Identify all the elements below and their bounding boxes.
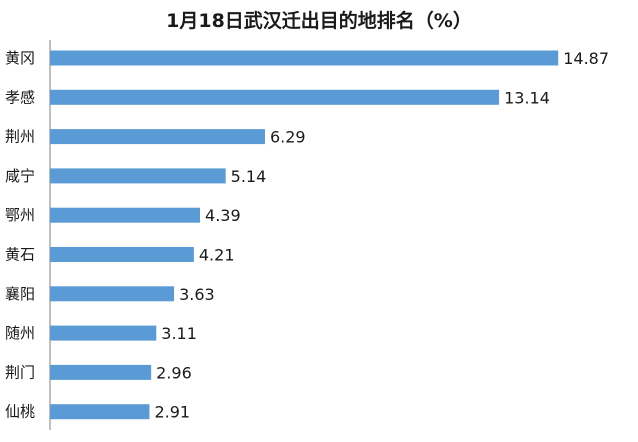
bar — [50, 207, 201, 223]
bar — [50, 325, 157, 341]
bar — [50, 364, 152, 380]
category-label: 荆州 — [5, 128, 35, 146]
value-label: 3.11 — [161, 324, 197, 343]
value-labels: 14.87 13.14 6.29 5.14 4.39 4.21 3.63 3.11 2.96 2.… — [154, 49, 609, 422]
category-label: 咸宁 — [5, 167, 35, 185]
value-label: 6.29 — [270, 128, 306, 147]
value-label: 4.39 — [205, 206, 241, 225]
bar — [50, 404, 150, 420]
category-label: 鄂州 — [5, 206, 35, 224]
bar — [50, 50, 559, 66]
value-label: 14.87 — [563, 49, 609, 68]
chart-title: 1月18日武汉迁出目的地排名（%） — [166, 9, 472, 32]
value-label: 2.91 — [154, 403, 190, 422]
value-label: 5.14 — [231, 167, 267, 186]
category-label: 黄冈 — [5, 49, 35, 67]
bar — [50, 89, 500, 105]
value-label: 2.96 — [156, 363, 192, 382]
bars — [50, 50, 559, 420]
value-label: 13.14 — [504, 88, 550, 107]
value-label: 3.63 — [179, 285, 215, 304]
bar — [50, 286, 175, 302]
value-label: 4.21 — [199, 246, 235, 265]
bar — [50, 129, 265, 145]
category-label: 随州 — [5, 324, 35, 342]
bar — [50, 168, 226, 184]
category-label: 襄阳 — [5, 285, 35, 303]
category-label: 荆门 — [5, 363, 35, 381]
category-label: 黄石 — [5, 246, 35, 264]
category-label: 仙桃 — [5, 403, 35, 421]
category-label: 孝感 — [5, 88, 35, 106]
bar — [50, 247, 194, 262]
